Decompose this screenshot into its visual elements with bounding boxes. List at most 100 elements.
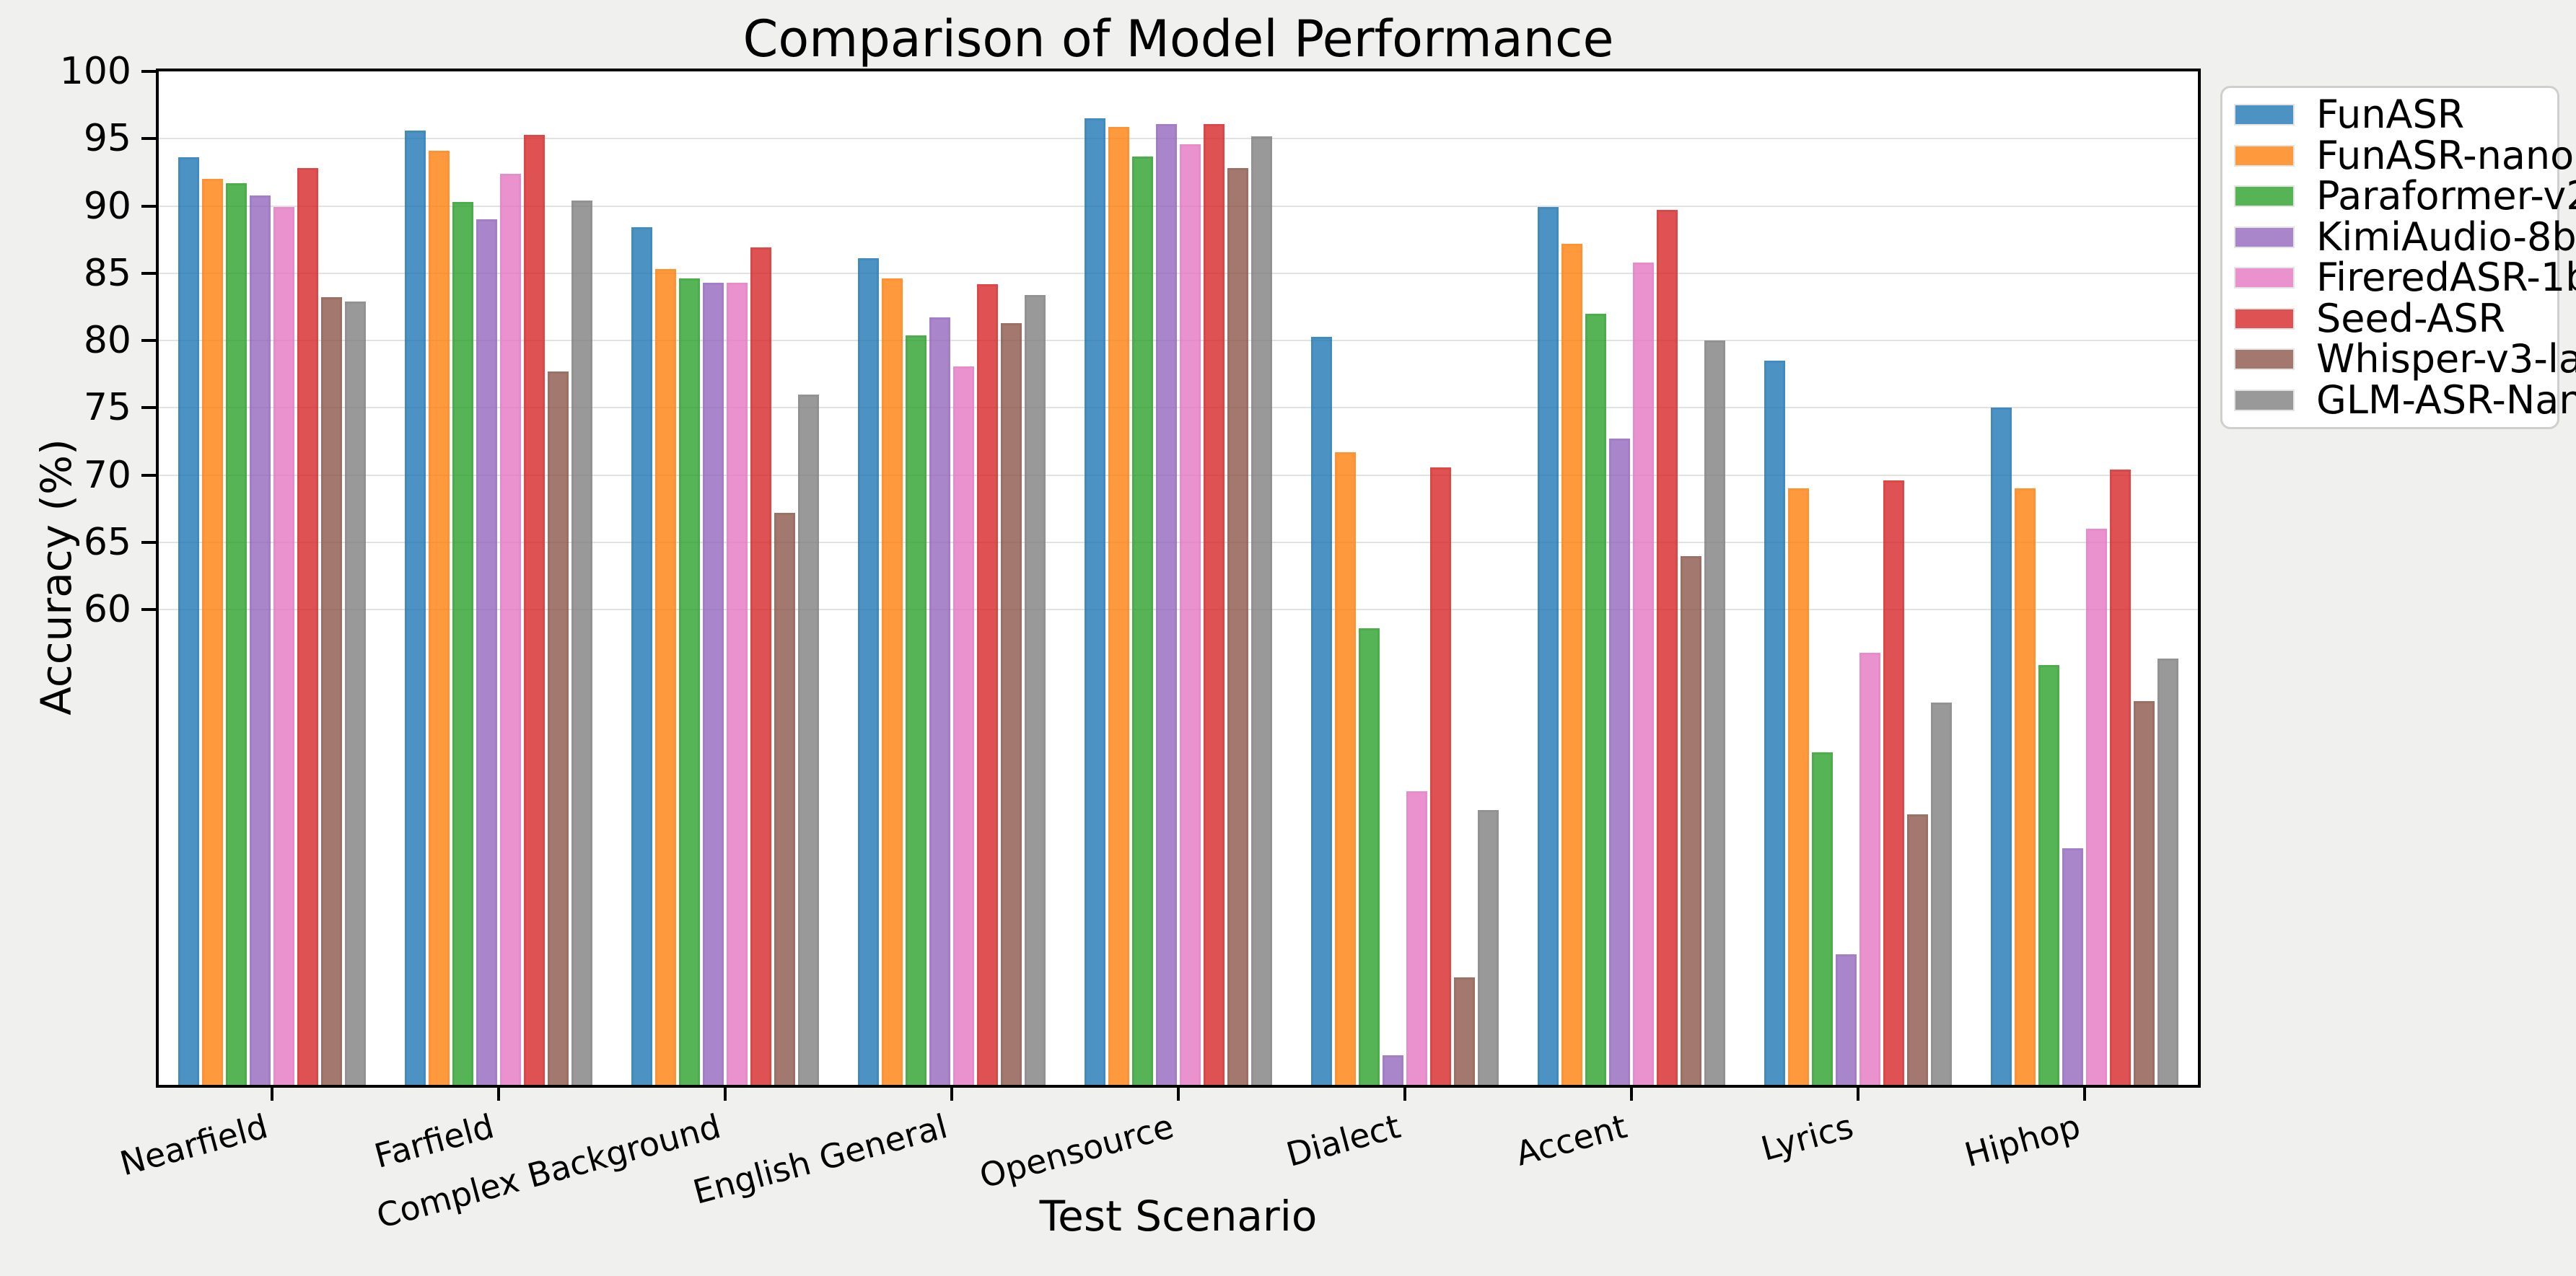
bar xyxy=(499,173,521,1085)
chart-title: Comparison of Model Performance xyxy=(742,9,1614,69)
bar xyxy=(1859,653,1880,1085)
y-tick-label: 100 xyxy=(59,50,131,93)
plot-area xyxy=(156,69,2201,1088)
gridline xyxy=(159,474,2198,476)
gridline xyxy=(159,138,2198,140)
legend-swatch xyxy=(2234,185,2295,208)
bar xyxy=(1656,210,1678,1085)
bar xyxy=(523,134,545,1085)
legend-label: FunASR-nano xyxy=(2316,132,2575,178)
bar xyxy=(1203,123,1225,1085)
bar xyxy=(1227,168,1248,1085)
legend-label: Seed-ASR xyxy=(2316,295,2506,341)
bar xyxy=(1429,467,1451,1085)
bar xyxy=(1358,628,1380,1085)
legend: FunASR FunASR-nano Paraformer-v2 KimiAudio-… xyxy=(2220,86,2576,429)
bar xyxy=(881,278,903,1085)
bar xyxy=(1680,555,1701,1085)
gridline xyxy=(159,407,2198,409)
legend-item: Seed-ASR xyxy=(2234,299,2550,338)
legend-item: FireredASR-1b xyxy=(2234,258,2576,297)
x-tick-mark xyxy=(950,1088,953,1101)
bar xyxy=(1704,340,1725,1085)
x-tick-label-text: Dialect xyxy=(1282,1106,1405,1174)
legend-label: FireredASR-1b xyxy=(2316,255,2576,301)
bar xyxy=(726,282,748,1085)
y-tick-mark xyxy=(141,339,156,343)
bar xyxy=(1632,262,1654,1085)
bar xyxy=(1930,703,1952,1085)
bar xyxy=(2109,470,2131,1085)
bar xyxy=(547,371,569,1085)
y-tick-mark xyxy=(141,271,156,275)
bar xyxy=(1024,294,1046,1085)
bar xyxy=(1084,118,1105,1085)
x-tick-label-text: Accent xyxy=(1512,1106,1631,1174)
x-tick-mark xyxy=(497,1088,500,1101)
bar xyxy=(178,157,199,1085)
bar-group xyxy=(1745,71,1971,1085)
bar xyxy=(1155,123,1177,1085)
bar xyxy=(1883,480,1904,1085)
x-tick-label-text: Hiphop xyxy=(1960,1106,2085,1175)
legend-item: Whisper-v3-large xyxy=(2234,340,2576,379)
bar xyxy=(976,283,998,1085)
bar xyxy=(1131,156,1153,1085)
bar xyxy=(1250,136,1272,1085)
legend-swatch xyxy=(2234,307,2295,330)
x-tick-mark xyxy=(271,1088,273,1101)
y-tick-mark xyxy=(141,608,156,612)
bar xyxy=(320,297,342,1085)
y-tick-mark xyxy=(141,473,156,477)
bar xyxy=(249,195,271,1085)
gridline xyxy=(159,542,2198,544)
x-tick-label-text: Lyrics xyxy=(1757,1106,1858,1169)
bar xyxy=(428,151,450,1085)
bar xyxy=(702,282,724,1085)
bar xyxy=(2014,488,2036,1085)
bar xyxy=(857,258,879,1085)
bar xyxy=(905,335,926,1085)
y-tick-label: 65 xyxy=(83,521,131,565)
bar xyxy=(1108,126,1129,1085)
bar xyxy=(1608,439,1630,1085)
bar-group xyxy=(385,71,612,1085)
bar-group xyxy=(159,71,385,1085)
bar xyxy=(1990,408,2012,1085)
y-tick-mark xyxy=(141,137,156,141)
legend-swatch xyxy=(2234,267,2295,289)
bar xyxy=(1179,144,1201,1085)
x-tick-mark xyxy=(1403,1088,1406,1101)
legend-swatch xyxy=(2234,389,2295,411)
bar-group xyxy=(1292,71,1518,1085)
bar xyxy=(404,131,426,1085)
bar xyxy=(1537,207,1559,1085)
bar xyxy=(774,513,795,1085)
legend-swatch xyxy=(2234,104,2295,126)
bar xyxy=(2133,701,2155,1085)
bar xyxy=(297,168,318,1085)
x-tick-mark xyxy=(2083,1088,2086,1101)
bar xyxy=(1310,336,1332,1085)
bar xyxy=(201,179,223,1085)
bar xyxy=(2157,658,2178,1085)
bar xyxy=(1477,810,1499,1085)
bar xyxy=(225,182,247,1085)
x-tick-mark xyxy=(1630,1088,1633,1101)
legend-label: GLM-ASR-Nano xyxy=(2316,377,2576,423)
legend-item: KimiAudio-8b xyxy=(2234,217,2576,257)
bar xyxy=(476,219,497,1085)
bar xyxy=(654,269,676,1085)
x-axis-label: Test Scenario xyxy=(1039,1192,1318,1241)
bar xyxy=(797,394,819,1085)
bar xyxy=(1561,243,1582,1085)
x-tick-mark xyxy=(724,1088,727,1101)
bar-group xyxy=(838,71,1065,1085)
gridline xyxy=(159,340,2198,342)
y-tick-label: 95 xyxy=(83,117,131,161)
legend-item: GLM-ASR-Nano xyxy=(2234,380,2576,420)
bar xyxy=(1406,791,1427,1085)
x-tick-mark xyxy=(1177,1088,1180,1101)
legend-label: FunASR xyxy=(2316,92,2465,138)
